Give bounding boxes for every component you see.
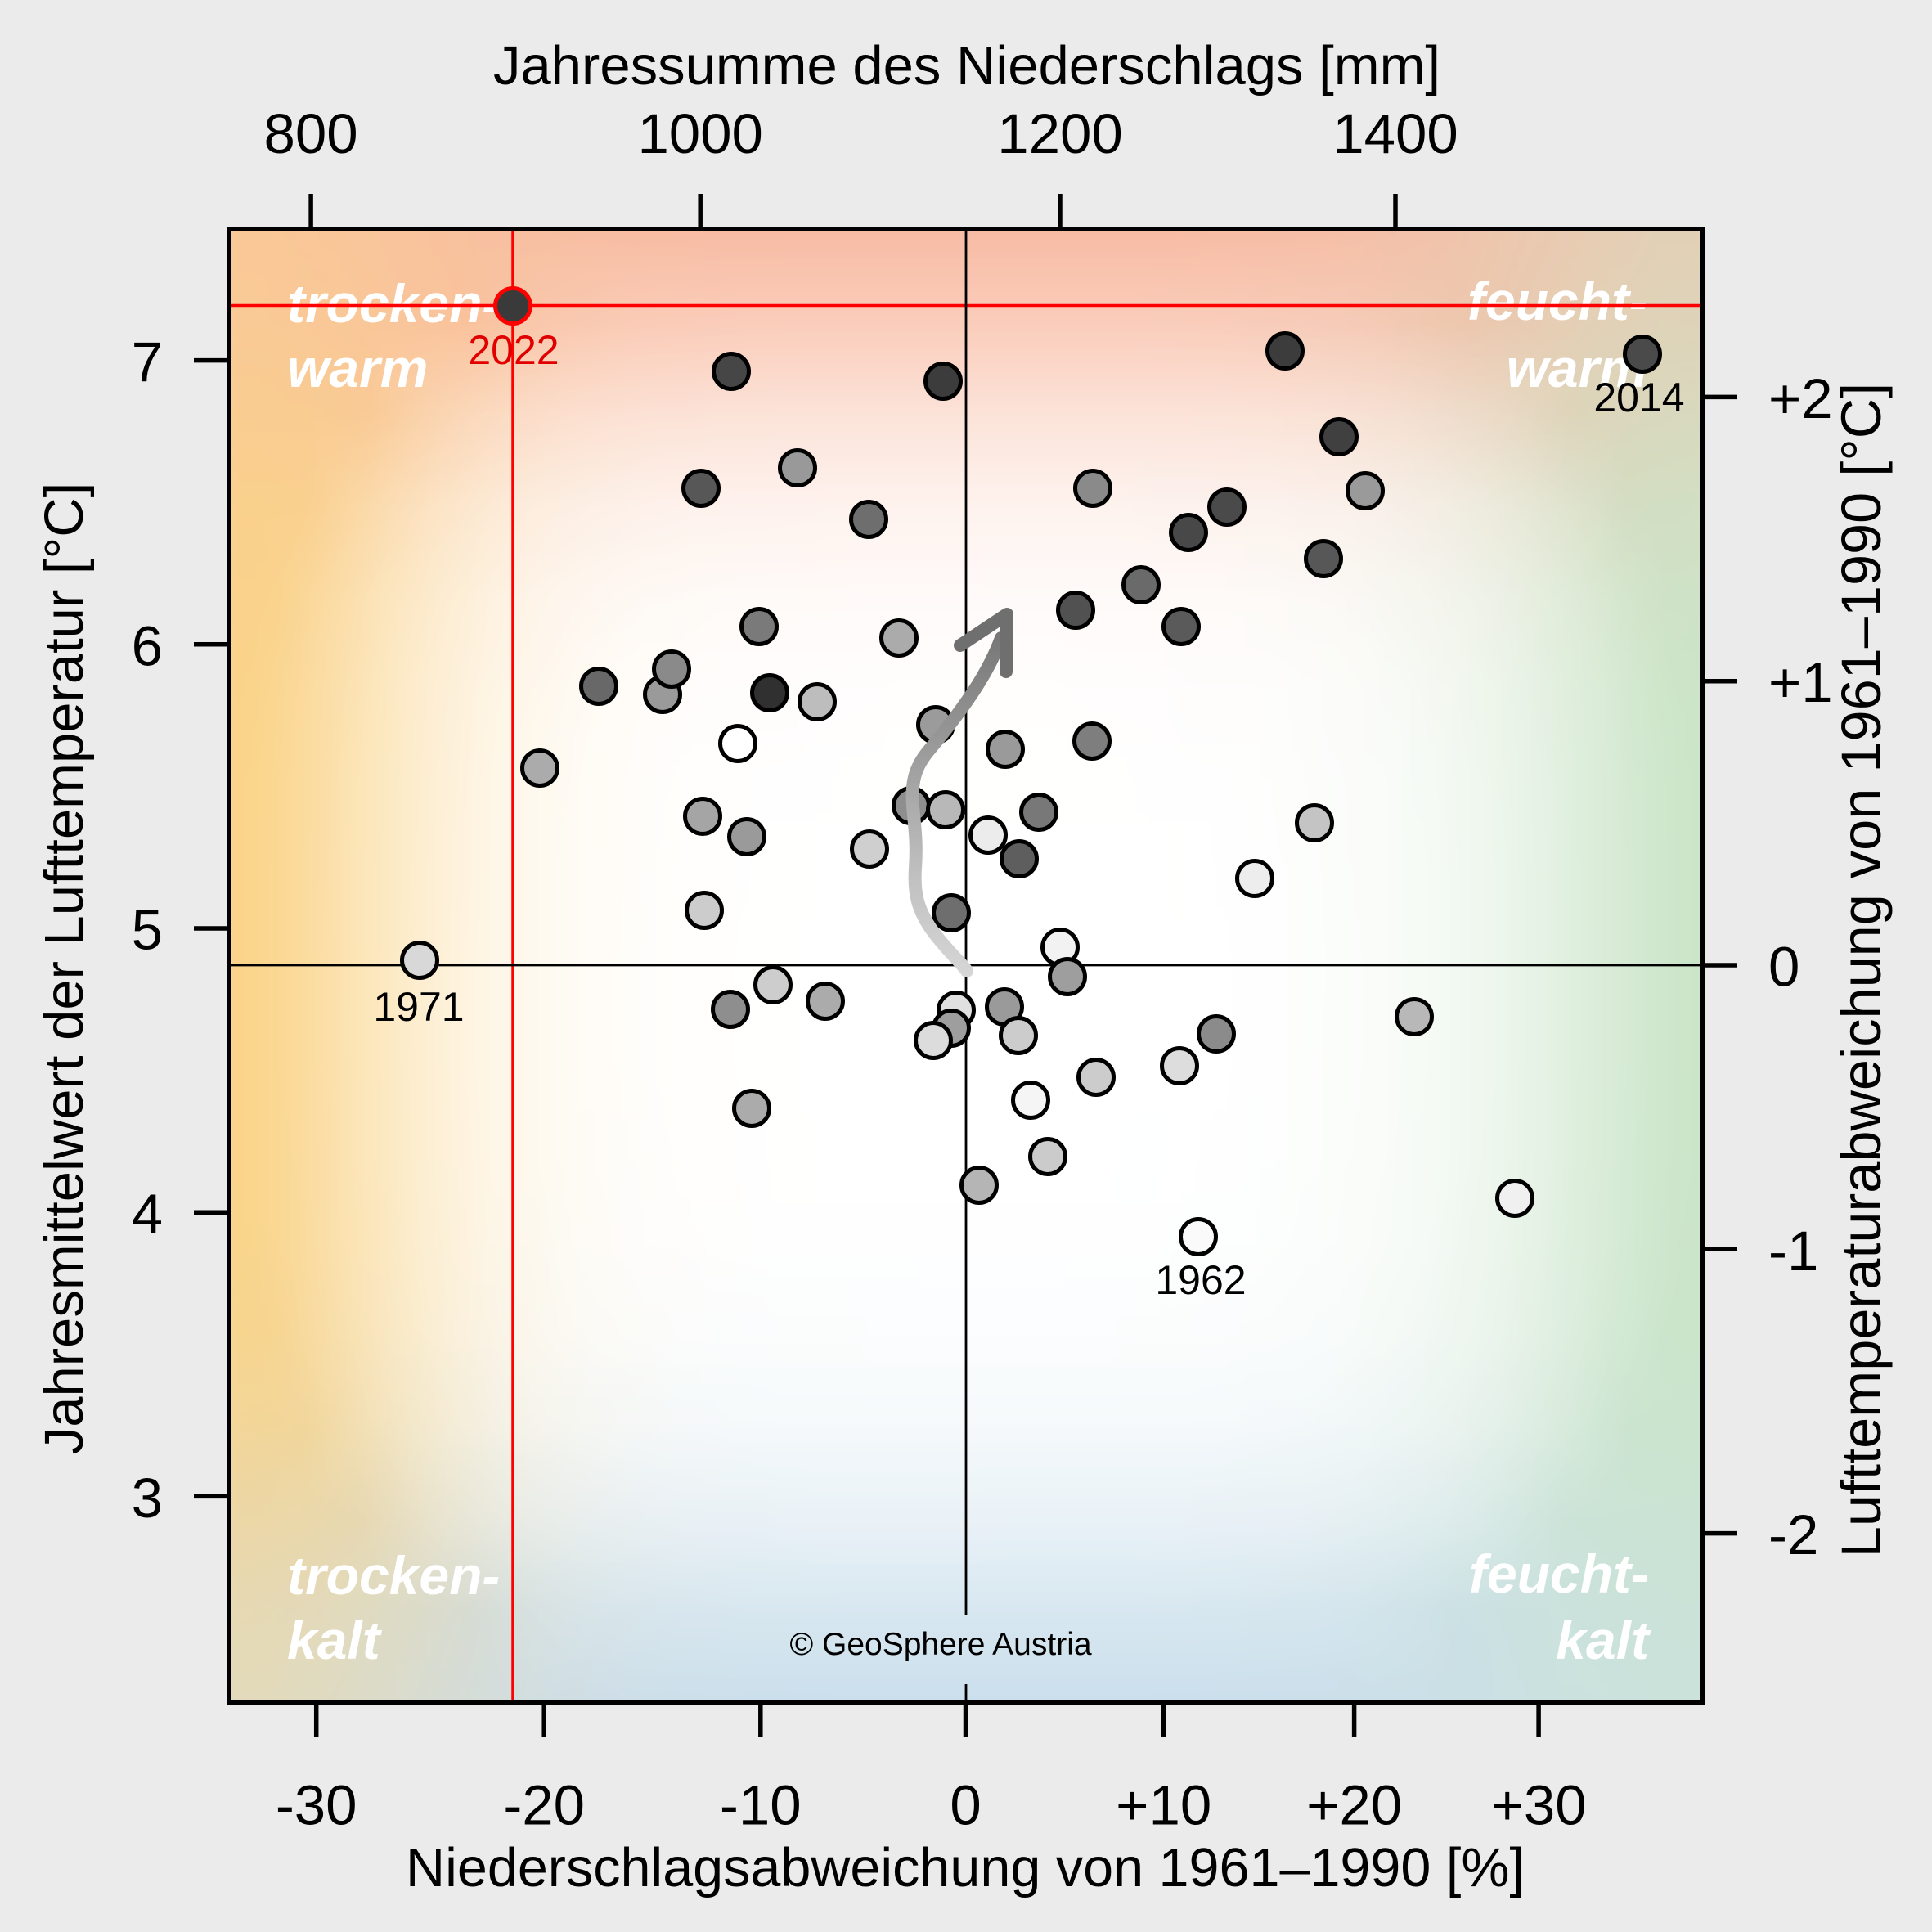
svg-text:+2: +2 [1768,367,1833,430]
svg-text:6: 6 [132,614,163,677]
svg-text:feucht-: feucht- [1469,1543,1649,1604]
svg-text:feucht-: feucht- [1467,271,1647,331]
svg-text:Jahresmittelwert der Lufttempe: Jahresmittelwert der Lufttemperatur [°C] [34,483,95,1455]
svg-text:Lufttemperaturabweichung von 1: Lufttemperaturabweichung von 1961–1990 [… [1830,383,1893,1557]
svg-text:1962: 1962 [1155,1257,1246,1303]
svg-text:1200: 1200 [997,102,1123,165]
svg-text:1000: 1000 [637,102,763,165]
svg-text:800: 800 [264,102,358,165]
svg-text:-1: -1 [1768,1220,1818,1283]
svg-text:trocken-: trocken- [287,273,500,334]
svg-text:0: 0 [1768,936,1799,999]
svg-text:trocken-: trocken- [287,1545,500,1606]
svg-text:-20: -20 [503,1774,585,1837]
svg-text:0: 0 [950,1774,981,1837]
svg-text:1400: 1400 [1332,102,1458,165]
svg-text:+30: +30 [1491,1774,1587,1837]
svg-text:Niederschlagsabweichung von 19: Niederschlagsabweichung von 1961–1990 [%… [406,1838,1525,1898]
svg-text:-30: -30 [276,1774,357,1837]
svg-text:Jahressumme des Niederschlags: Jahressumme des Niederschlags [mm] [493,35,1440,97]
svg-text:1971: 1971 [373,984,464,1030]
svg-text:© GeoSphere Austria: © GeoSphere Austria [789,1627,1091,1662]
svg-text:kalt: kalt [1556,1610,1651,1670]
svg-text:4: 4 [132,1183,163,1246]
svg-text:7: 7 [132,330,163,393]
svg-text:+20: +20 [1306,1774,1402,1837]
svg-text:warm: warm [287,338,428,398]
svg-text:2022: 2022 [468,327,559,373]
svg-text:3: 3 [132,1467,163,1530]
svg-text:2014: 2014 [1593,375,1684,420]
svg-text:5: 5 [132,899,163,962]
svg-text:kalt: kalt [287,1610,383,1670]
svg-text:-10: -10 [720,1774,802,1837]
svg-text:+10: +10 [1116,1774,1211,1837]
svg-text:+1: +1 [1768,651,1833,714]
svg-text:-2: -2 [1768,1503,1818,1566]
